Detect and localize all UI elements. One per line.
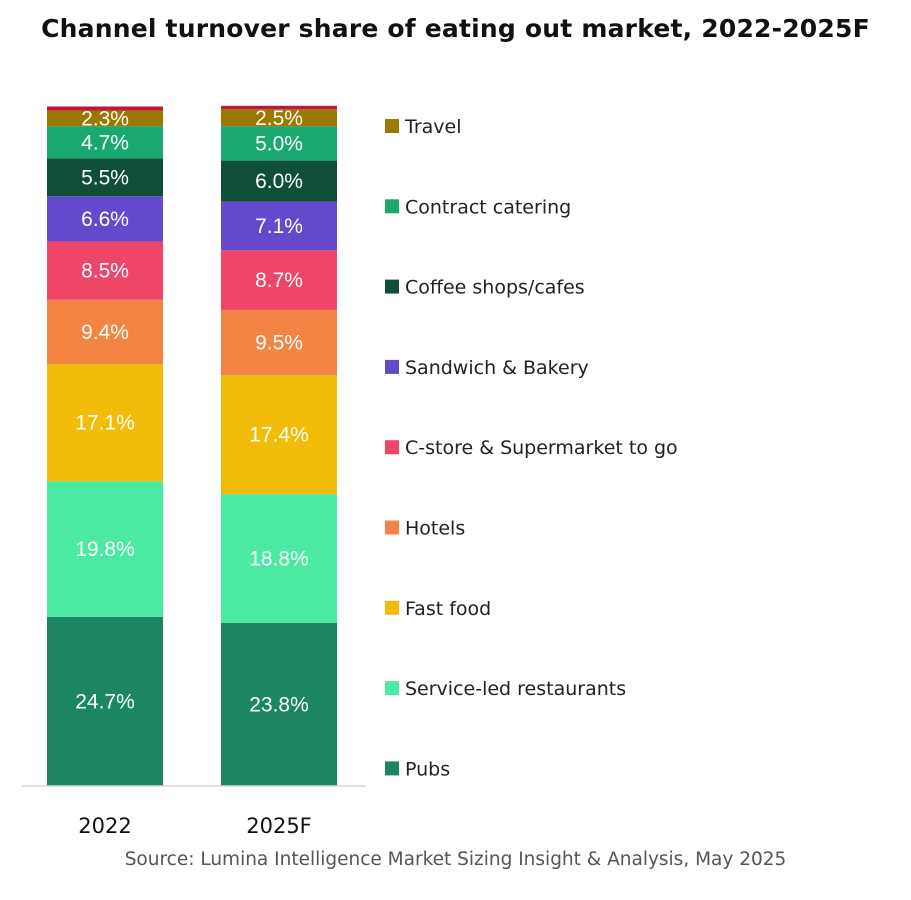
legend-label-coffee-shops-cafes: Coffee shops/cafes	[405, 277, 585, 299]
x-tick-label-2022: 2022	[78, 814, 131, 838]
legend-item-pubs: Pubs	[385, 758, 450, 780]
data-label-sandwich-bakery-2022: 6.6%	[81, 208, 129, 231]
data-label-c-store-supermarket-to-go-2022: 8.5%	[81, 260, 129, 283]
legend-swatch-pubs	[385, 761, 399, 776]
bar-segment-pubs-2022	[47, 616, 163, 786]
data-label-pubs-2022: 24.7%	[75, 690, 135, 713]
legend-label-contract-catering: Contract catering	[405, 196, 571, 218]
x-tick-labels: 2022 2025F	[78, 814, 311, 838]
bar-segment-other-2022	[47, 106, 163, 111]
legend-swatch-sandwich-bakery	[385, 359, 399, 374]
legend-label-travel: Travel	[404, 116, 461, 138]
data-label-c-store-supermarket-to-go-2025f: 8.7%	[255, 269, 303, 292]
bar-segment-contract-catering-2022	[47, 126, 163, 159]
legend-swatch-travel	[385, 119, 399, 133]
data-label-service-led-restaurants-2022: 19.8%	[75, 538, 135, 561]
data-label-travel-2022: 2.3%	[81, 107, 129, 130]
bar-segment-coffee-shops-cafes-2022	[47, 158, 163, 197]
data-labels-layer: 24.7% 19.8% 17.1% 9.4% 8.5% 6.6% 5.5% 4.7%2.3% 2…	[75, 107, 309, 717]
bar-segment-hotels-2025f	[221, 309, 337, 375]
data-label-hotels-2022: 9.4%	[81, 321, 129, 344]
bar-segment-c-store-supermarket-to-go-2025f	[221, 250, 337, 310]
bar-segment-sandwich-bakery-2022	[47, 196, 163, 242]
bars-layer	[47, 105, 337, 786]
bar-segment-contract-catering-2025f	[221, 126, 337, 161]
data-label-fast-food-2022: 17.1%	[75, 412, 135, 435]
legend-label-sandwich-bakery: Sandwich & Bakery	[405, 357, 589, 379]
bar-segment-service-led-restaurants-2025f	[221, 494, 337, 623]
data-label-contract-catering-2025f: 5.0%	[255, 132, 303, 155]
data-label-pubs-2025f: 23.8%	[249, 693, 309, 716]
bar-segment-sandwich-bakery-2025f	[221, 201, 337, 251]
bar-segment-pubs-2025f	[221, 622, 337, 786]
data-label-sandwich-bakery-2025f: 7.1%	[255, 215, 303, 238]
legend-item-hotels: Hotels	[385, 518, 465, 540]
legend-item-service-led-restaurants: Service-led restaurants	[385, 678, 626, 700]
bar-segment-travel-2022	[47, 110, 163, 127]
legend-item-travel: Travel	[385, 116, 461, 138]
legend-label-pubs: Pubs	[405, 758, 450, 780]
data-label-coffee-shops-cafes-2025f: 6.0%	[255, 170, 303, 193]
data-label-fast-food-2025f: 17.4%	[249, 424, 309, 447]
legend-swatch-contract-catering	[385, 199, 399, 214]
legend-item-contract-catering: Contract catering	[385, 196, 571, 218]
legend-swatch-c-store-supermarket-to-go	[385, 440, 399, 455]
legend-swatch-service-led-restaurants	[385, 681, 399, 696]
legend-swatch-coffee-shops-cafes	[385, 279, 399, 294]
data-label-travel-2025f: 2.5%	[255, 107, 303, 130]
data-label-coffee-shops-cafes-2022: 5.5%	[81, 166, 129, 189]
bar-segment-other-2025f	[221, 105, 337, 110]
legend-label-c-store-supermarket-to-go: C-store & Supermarket to go	[405, 437, 678, 459]
legend-label-service-led-restaurants: Service-led restaurants	[405, 678, 626, 700]
bar-segment-service-led-restaurants-2022	[47, 481, 163, 617]
legend: Travel Contract catering Coffee shops/cafe…	[385, 116, 678, 780]
legend-item-c-store-supermarket-to-go: C-store & Supermarket to go	[385, 437, 678, 459]
bar-segment-fast-food-2022	[47, 364, 163, 482]
legend-item-fast-food: Fast food	[385, 598, 491, 620]
data-label-hotels-2025f: 9.5%	[255, 331, 303, 354]
bar-segment-hotels-2022	[47, 299, 163, 365]
legend-label-hotels: Hotels	[405, 518, 465, 540]
source-note: Source: Lumina Intelligence Market Sizin…	[124, 849, 787, 870]
legend-swatch-fast-food	[385, 600, 399, 615]
bar-segment-fast-food-2025f	[221, 375, 337, 495]
legend-label-fast-food: Fast food	[405, 598, 491, 620]
legend-item-sandwich-bakery: Sandwich & Bakery	[385, 357, 589, 379]
data-label-service-led-restaurants-2025f: 18.8%	[249, 548, 309, 571]
data-label-contract-catering-2022: 4.7%	[81, 131, 129, 154]
bar-segment-travel-2025f	[221, 109, 337, 127]
chart-title: Channel turnover share of eating out mar…	[41, 14, 870, 43]
bar-segment-coffee-shops-cafes-2025f	[221, 160, 337, 202]
legend-item-coffee-shops-cafes: Coffee shops/cafes	[385, 277, 585, 299]
legend-swatch-hotels	[385, 520, 399, 535]
x-tick-label-2025f: 2025F	[246, 814, 312, 838]
bar-segment-c-store-supermarket-to-go-2022	[47, 241, 163, 300]
